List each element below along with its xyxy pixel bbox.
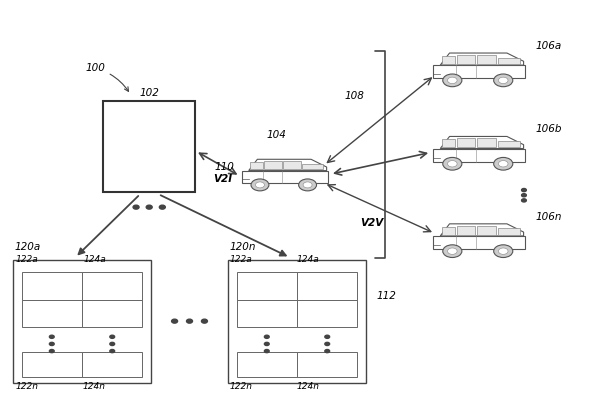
Bar	[442, 56, 455, 64]
Bar	[22, 300, 82, 327]
Polygon shape	[248, 159, 326, 171]
Bar	[297, 272, 358, 300]
Bar	[442, 140, 455, 147]
Text: 122n: 122n	[16, 382, 39, 391]
Bar	[442, 227, 455, 235]
Bar	[497, 141, 520, 147]
Text: 120n: 120n	[230, 242, 256, 252]
Bar	[478, 226, 496, 235]
Bar	[103, 101, 196, 192]
Bar	[478, 55, 496, 64]
Circle shape	[499, 160, 508, 167]
Circle shape	[265, 335, 269, 338]
Bar	[297, 352, 358, 376]
Circle shape	[448, 160, 457, 167]
Text: 124n: 124n	[297, 382, 320, 391]
Circle shape	[202, 319, 208, 323]
Bar	[13, 260, 151, 383]
Circle shape	[521, 188, 526, 192]
Circle shape	[160, 205, 166, 209]
Bar	[82, 272, 142, 300]
Text: 108: 108	[345, 91, 365, 101]
Text: 104: 104	[266, 130, 286, 140]
Circle shape	[325, 350, 329, 353]
Circle shape	[265, 350, 269, 353]
Bar	[497, 58, 520, 64]
Circle shape	[256, 182, 265, 188]
Bar	[457, 55, 475, 64]
Circle shape	[499, 248, 508, 254]
Bar	[236, 352, 297, 376]
Text: 122a: 122a	[230, 254, 252, 264]
Bar	[22, 352, 82, 376]
Circle shape	[521, 194, 526, 197]
Polygon shape	[440, 224, 524, 236]
Circle shape	[494, 74, 513, 87]
Bar	[264, 161, 281, 170]
Circle shape	[49, 335, 54, 338]
Bar	[497, 228, 520, 235]
Circle shape	[443, 74, 462, 87]
Circle shape	[499, 77, 508, 84]
Text: 100: 100	[85, 63, 128, 91]
Circle shape	[521, 199, 526, 202]
Bar	[302, 164, 323, 170]
Text: 102: 102	[139, 88, 159, 98]
Circle shape	[133, 205, 139, 209]
Circle shape	[299, 179, 317, 191]
Text: 112: 112	[377, 291, 397, 301]
Circle shape	[187, 319, 193, 323]
Circle shape	[265, 342, 269, 346]
Text: 106b: 106b	[536, 124, 562, 134]
Circle shape	[494, 158, 513, 170]
Circle shape	[172, 319, 178, 323]
Circle shape	[443, 245, 462, 258]
Text: 124a: 124a	[83, 254, 106, 264]
Bar	[236, 300, 297, 327]
Bar	[457, 226, 475, 235]
Bar	[22, 272, 82, 300]
Text: 106a: 106a	[536, 41, 562, 51]
Bar	[297, 300, 358, 327]
Text: V2I: V2I	[214, 174, 233, 184]
Text: 106n: 106n	[536, 212, 562, 222]
Bar	[478, 138, 496, 147]
Bar	[242, 171, 328, 183]
Circle shape	[49, 350, 54, 353]
Text: 120a: 120a	[14, 242, 41, 252]
Text: 122a: 122a	[16, 254, 38, 264]
Circle shape	[303, 182, 312, 188]
Circle shape	[110, 335, 115, 338]
Text: 122n: 122n	[230, 382, 253, 391]
Polygon shape	[440, 136, 524, 148]
Bar	[457, 138, 475, 147]
Circle shape	[251, 179, 269, 191]
Circle shape	[325, 335, 329, 338]
Polygon shape	[440, 53, 524, 65]
Text: V2V: V2V	[360, 218, 383, 228]
Circle shape	[448, 248, 457, 254]
Circle shape	[146, 205, 152, 209]
Text: 124n: 124n	[83, 382, 106, 391]
Bar	[82, 300, 142, 327]
Circle shape	[49, 342, 54, 346]
Bar	[250, 162, 263, 170]
Bar	[236, 272, 297, 300]
Circle shape	[110, 342, 115, 346]
Bar	[433, 65, 526, 78]
Bar	[283, 161, 301, 170]
Text: 110: 110	[215, 162, 235, 172]
Circle shape	[110, 350, 115, 353]
Bar	[229, 260, 365, 383]
Text: 124a: 124a	[297, 254, 320, 264]
Circle shape	[448, 77, 457, 84]
Circle shape	[325, 342, 329, 346]
Bar	[433, 148, 526, 162]
Circle shape	[494, 245, 513, 258]
Bar	[82, 352, 142, 376]
Circle shape	[443, 158, 462, 170]
Bar	[433, 236, 526, 249]
